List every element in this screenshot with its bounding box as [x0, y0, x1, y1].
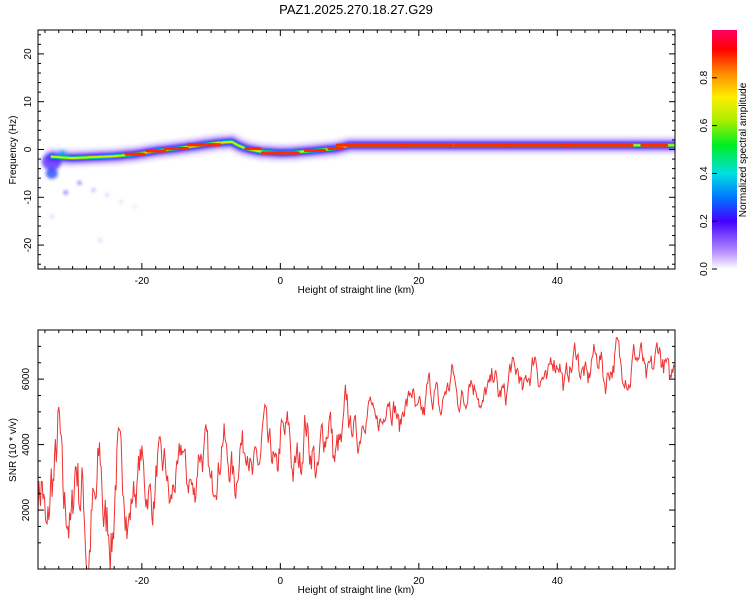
spectrogram-xtick-label-3: 40 [552, 276, 564, 287]
spectrogram-halo-group [41, 132, 675, 243]
colorbar-ticks: 0.0 0.2 0.4 0.6 0.8 [699, 70, 717, 276]
ridge-hotspot-3 [186, 143, 222, 147]
spectrogram-blob-1 [45, 168, 58, 179]
ridge-hotspot-9 [398, 143, 454, 147]
ridge-hotspot-5 [260, 151, 300, 155]
spectrogram-ytick-label-0: -20 [23, 237, 34, 252]
spectrogram-ylabel: Frequency (Hz) [8, 116, 19, 185]
spectrogram-xlabel: Height of straight line (km) [298, 285, 415, 296]
spectrogram-speckle-5 [49, 214, 54, 219]
snr-ticks: -20 0 20 40 2000 4000 6000 [21, 330, 675, 587]
colorbar-tick-label-2: 0.4 [699, 166, 710, 180]
ridge-hotspot-6 [303, 148, 327, 153]
snr-ylabel: SNR (10 * v/v) [8, 418, 19, 482]
snr-ytick-label-1: 4000 [21, 433, 32, 456]
snr-frame [37, 329, 676, 570]
colorbar-tick-label-0: 0.0 [699, 262, 710, 276]
ridge-hotspot-8 [335, 143, 405, 147]
snr-xtick-label-0: -20 [135, 576, 150, 587]
ridge-hotspot-10 [453, 143, 509, 147]
snr-panel: -20 0 20 40 2000 4000 6000 Height of straight … [8, 329, 676, 596]
spectrogram-heatmap [41, 132, 675, 243]
snr-series-line [38, 337, 675, 569]
spectrogram-ticks: -20 0 20 40 -20 -10 0 10 20 [23, 30, 675, 287]
ridge-hotspot-0 [124, 152, 146, 156]
snr-xtick-label-2: 20 [413, 576, 425, 587]
ridge-hotspot-11 [501, 143, 572, 147]
spectrogram-xtick-label-1: 0 [278, 276, 284, 287]
spectrogram-xtick-label-0: -20 [135, 276, 150, 287]
spectrogram-ytick-label-2: 0 [23, 146, 34, 152]
ridge-hotspot-4 [244, 146, 261, 151]
snr-xtick-label-1: 0 [278, 576, 284, 587]
spectrogram-speckle-3 [119, 200, 124, 205]
figure-title: PAZ1.2025.270.18.27.G29 [279, 2, 433, 17]
spectrogram-speckle-1 [91, 188, 96, 193]
snr-ytick-label-0: 2000 [21, 499, 32, 522]
colorbar-tick-label-3: 0.6 [699, 118, 710, 132]
ridge-hotspot-1 [145, 149, 167, 153]
colorbar-tick-label-1: 0.2 [699, 214, 710, 228]
spectrogram-speckle-4 [132, 204, 137, 209]
spectrogram-speckle-2 [105, 192, 110, 197]
ridge-hotspot-2 [164, 146, 189, 151]
colorbar: 0.0 0.2 0.4 0.6 0.8 Normalized spectral ampl… [699, 30, 749, 276]
colorbar-label: Normalized spectral amplitude [738, 82, 749, 217]
snr-ytick-label-2: 6000 [21, 368, 32, 391]
spectrogram-speckle-0 [77, 180, 82, 185]
spectrogram-ytick-label-3: 10 [23, 96, 34, 108]
colorbar-gradient [712, 30, 737, 269]
snr-xtick-label-3: 40 [552, 576, 564, 587]
spectrogram-ytick-label-4: 20 [23, 48, 34, 60]
ridge-hotspot-13 [640, 143, 669, 147]
spectrogram-xtick-label-2: 20 [413, 276, 425, 287]
spectrogram-speckle-7 [63, 190, 68, 195]
snr-xlabel: Height of straight line (km) [298, 585, 415, 596]
spectrogram-ytick-label-1: -10 [23, 190, 34, 205]
spectrogram-speckle-6 [98, 238, 103, 243]
ridge-hotspot-12 [564, 143, 634, 147]
spectrogram-panel: -20 0 20 40 -20 -10 0 10 20 Height of straight l… [8, 29, 676, 296]
colorbar-tick-label-4: 0.8 [699, 70, 710, 84]
ridge-hotspot-7 [327, 146, 345, 151]
